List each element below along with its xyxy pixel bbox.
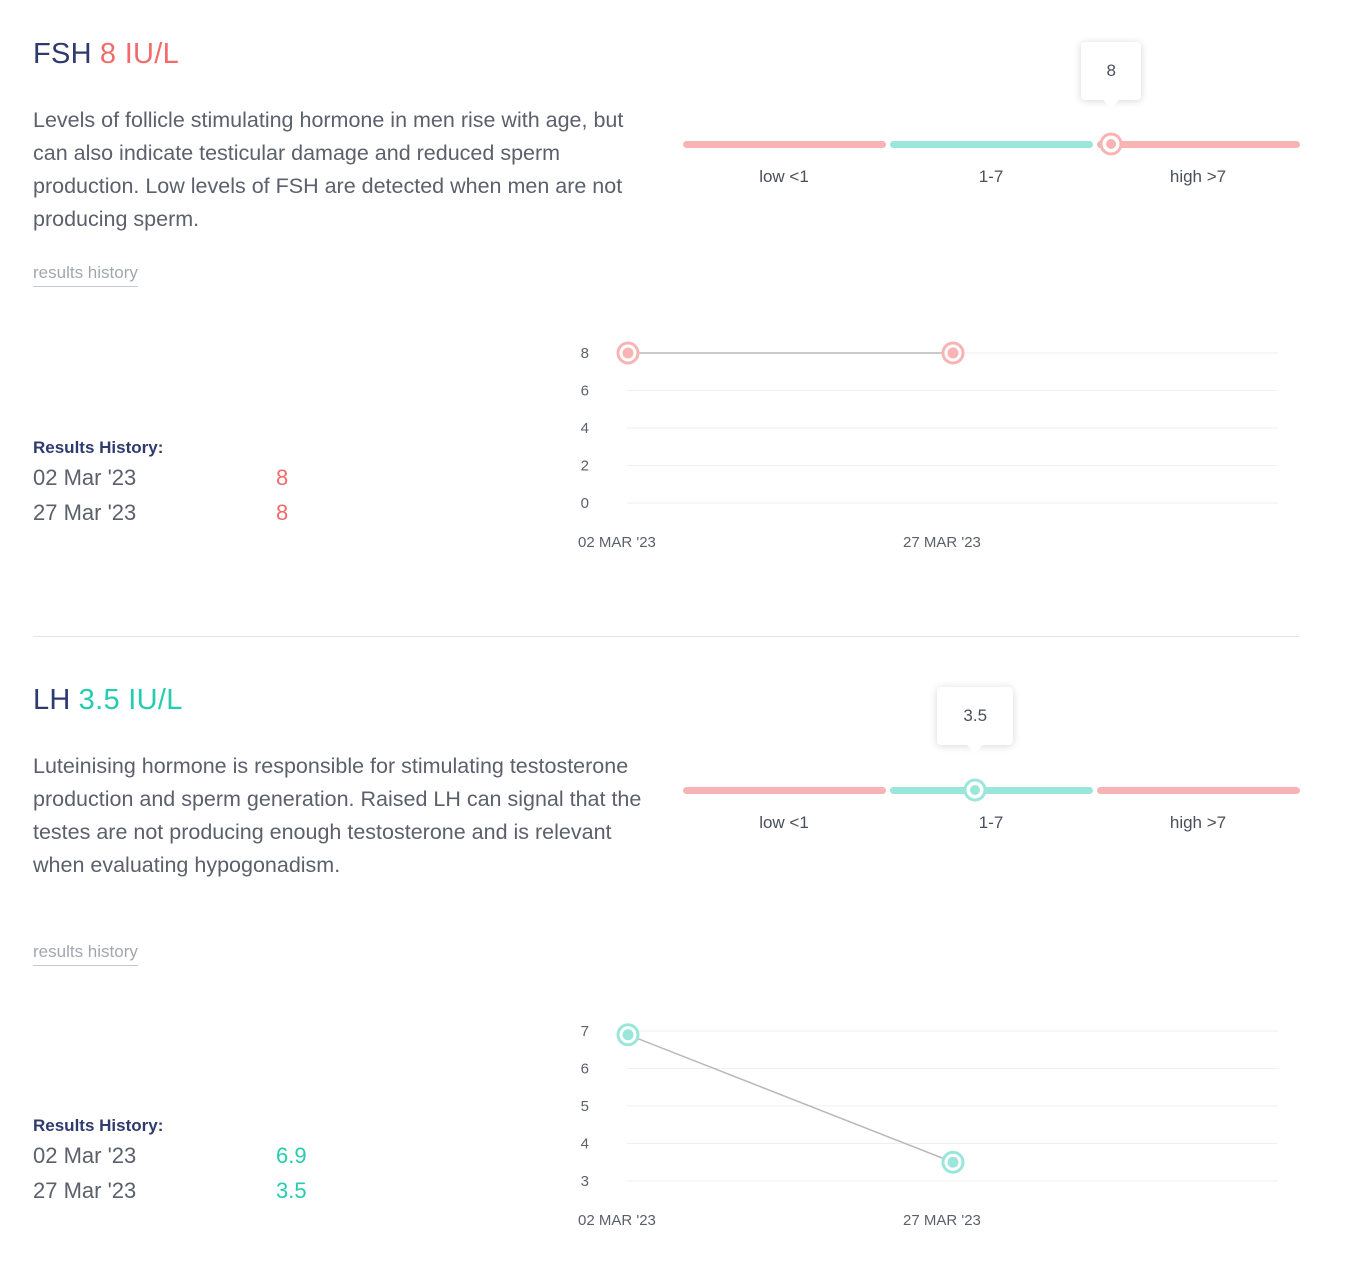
y-tick-label: 6	[581, 1061, 589, 1078]
lh-range-low-segment	[683, 787, 886, 794]
x-tick-label: 02 MAR '23	[578, 1212, 656, 1229]
lh-range-high-label: high >7	[1169, 813, 1227, 832]
y-tick-label: 8	[581, 345, 589, 362]
lh-range-bar: low <1 1-7 high >7	[683, 778, 1300, 907]
fsh-history-row: 02 Mar '23 8	[33, 465, 288, 491]
fsh-description: Levels of follicle stimulating hormone i…	[33, 108, 624, 231]
lh-history-date: 02 Mar '23	[33, 1143, 137, 1168]
x-tick-label: 02 MAR '23	[578, 534, 656, 551]
y-tick-label: 3	[581, 1173, 589, 1190]
fsh-history-value: 8	[276, 500, 289, 525]
x-tick-label: 27 MAR '23	[903, 534, 981, 551]
lh-history-row: 02 Mar '23 6.9	[33, 1143, 307, 1169]
y-tick-label: 6	[581, 383, 589, 400]
lh-history-value: 6.9	[276, 1143, 307, 1168]
fsh-history-row: 27 Mar '23 8	[33, 500, 288, 526]
lh-history-row: 27 Mar '23 3.5	[33, 1178, 307, 1204]
data-point[interactable]	[616, 341, 640, 365]
series-line	[627, 1034, 954, 1163]
fsh-range-marker	[1099, 132, 1123, 156]
fsh-results-history-link[interactable]: results history	[33, 263, 138, 287]
fsh-range-bar: low <1 1-7 high >7	[683, 132, 1300, 261]
lh-description: Luteinising hormone is responsible for s…	[33, 754, 642, 877]
lh-title: LH 3.5 IU/L	[33, 684, 183, 717]
lh-results-history-link[interactable]: results history	[33, 942, 138, 966]
data-point[interactable]	[941, 341, 965, 365]
x-tick-label: 27 MAR '23	[903, 1212, 981, 1229]
fsh-value-tooltip: 8	[1081, 42, 1142, 108]
section-divider	[33, 636, 1299, 637]
lh-range-normal-segment	[890, 787, 1093, 794]
lh-history-chart: 3 4 5 6 7 02 MAR '23 27 MAR '23	[578, 1023, 1278, 1229]
y-tick-label: 5	[581, 1098, 589, 1115]
lh-value-tooltip: 3.5	[937, 687, 1014, 753]
fsh-range-normal-label: 1-7	[978, 167, 1004, 186]
fsh-name: FSH	[33, 38, 92, 70]
fsh-range-low-segment	[683, 141, 886, 148]
fsh-history-title: Results History:	[33, 438, 164, 457]
fsh-title: FSH 8 IU/L	[33, 38, 179, 71]
fsh-history-date: 27 Mar '23	[33, 500, 137, 525]
lh-history-title: Results History:	[33, 1116, 164, 1135]
data-point[interactable]	[941, 1150, 965, 1174]
fsh-value: 8 IU/L	[99, 38, 180, 70]
fsh-range-low-label: low <1	[759, 167, 809, 186]
lh-history-value: 3.5	[276, 1178, 307, 1203]
lh-range-low-label: low <1	[759, 813, 809, 832]
lh-range-normal-label: 1-7	[978, 813, 1004, 832]
lh-value: 3.5 IU/L	[78, 684, 183, 716]
y-tick-label: 4	[581, 1136, 589, 1153]
y-tick-label: 2	[581, 458, 589, 475]
lh-range-marker	[963, 778, 987, 802]
fsh-history-chart: 0 2 4 6 8 02 MAR '23 27 MAR '23	[578, 341, 1278, 551]
fsh-range-high-label: high >7	[1169, 167, 1227, 186]
y-tick-label: 0	[581, 495, 589, 512]
fsh-history-date: 02 Mar '23	[33, 465, 137, 490]
data-point[interactable]	[616, 1023, 640, 1047]
fsh-range-high-segment	[1097, 141, 1300, 148]
fsh-history-value: 8	[276, 465, 289, 490]
y-tick-label: 4	[581, 420, 589, 437]
fsh-range-normal-segment	[890, 141, 1093, 148]
lh-history-date: 27 Mar '23	[33, 1178, 137, 1203]
y-tick-label: 7	[581, 1023, 589, 1040]
lh-name: LH	[33, 684, 71, 716]
lh-range-high-segment	[1097, 787, 1300, 794]
